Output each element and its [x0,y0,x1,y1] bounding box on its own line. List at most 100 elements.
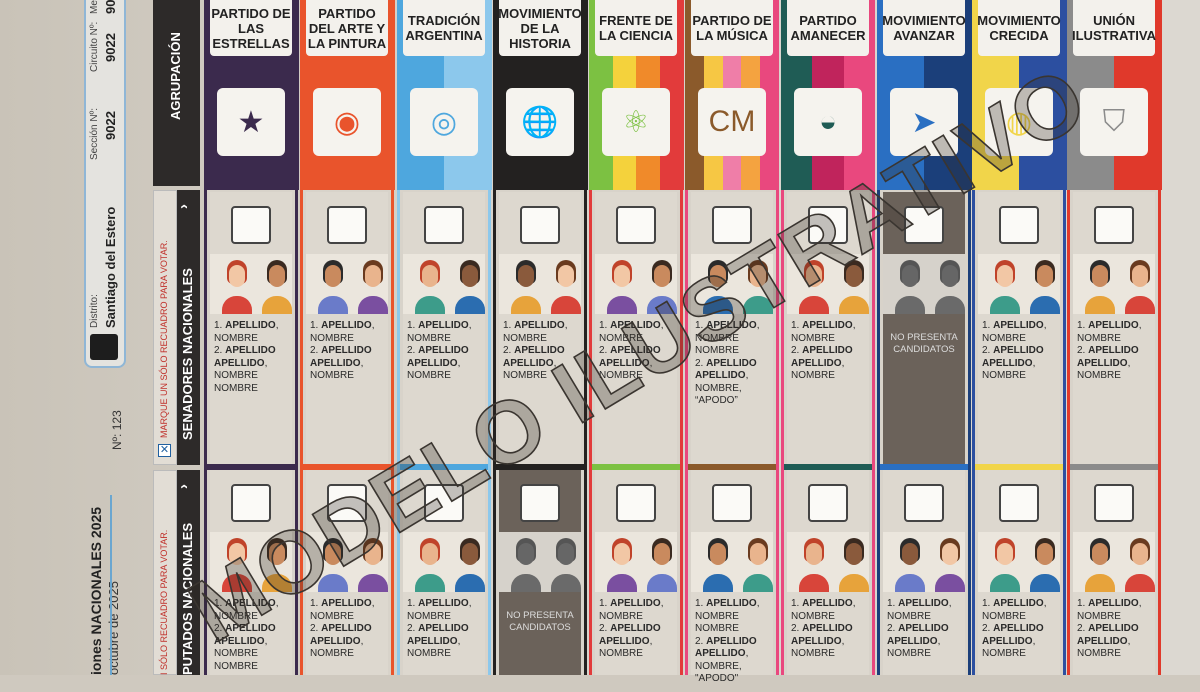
column-border [972,190,975,675]
atom-icon: ⚛ [602,88,670,156]
candidate-photos [978,532,1060,592]
section-divider [496,464,584,470]
chevron-icon[interactable]: › [175,204,192,209]
senadores-cell: NO PRESENTA CANDIDATOS [883,192,965,464]
comma: , [457,357,461,369]
comma: , [1043,320,1047,331]
candidate-photos [1073,532,1155,592]
candidate-photos [306,532,388,592]
candidate-list: 1. APELLIDO, NOMBRE 2. APELLIDO APELLIDO… [210,592,292,679]
column-border [204,190,207,675]
globe-icon: 🌐 [506,88,574,156]
vote-checkbox[interactable] [904,206,944,244]
column-border [781,190,784,675]
comma: , [649,635,653,647]
candidate-name: NOMBRE [407,610,451,622]
senadores-cell: 1. APELLIDO, NOMBRE 2. APELLIDO APELLIDO… [1073,192,1155,464]
seccion-label: Sección Nº: [89,107,100,160]
candidate-list: 1. APELLIDO, NOMBRE NOMBRE 2. APELLIDO A… [691,314,773,414]
vote-checkbox[interactable] [712,484,752,522]
candidate-avatar [354,254,388,314]
candidate-avatar [258,532,292,592]
comma: , [1127,357,1131,369]
vote-checkbox[interactable] [231,206,271,244]
candidate-surname: APELLIDO [610,598,661,609]
senadores-instruction-strip [153,190,177,465]
vote-checkbox[interactable] [231,484,271,522]
candidate-number: 2. [791,345,803,356]
column-border [295,190,298,675]
candidate-surname: APELLIDO [802,598,853,609]
comma: , [1043,598,1047,609]
candidate-name: NOMBRE [310,648,354,659]
candidate-avatar [603,532,639,592]
vote-checkbox[interactable] [1094,206,1134,244]
vote-checkbox[interactable] [808,206,848,244]
candidate-number: 2. [407,345,419,356]
vote-checkbox[interactable] [327,484,367,522]
candidate-list: 1. APELLIDO, NOMBRE 2. APELLIDO APELLIDO… [595,592,677,667]
vote-checkbox[interactable] [999,206,1039,244]
no-candidates: NO PRESENTA CANDIDATOS [890,332,958,355]
column-border [776,190,779,675]
candidate-avatar [795,254,831,314]
diputados-cell: 1. APELLIDO, NOMBRE 2. APELLIDO APELLIDO… [1073,470,1155,675]
candidate-avatar [986,532,1022,592]
party-column: PARTIDO DE LA MÚSICA CM 1. APELLIDO, NOM… [685,0,780,684]
section-divider [207,464,295,470]
vote-checkbox[interactable] [712,206,752,244]
column-border [877,190,880,675]
candidate-surname: APELLIDO [802,320,853,331]
vote-checkbox[interactable] [520,206,560,244]
candidate-list: 1. APELLIDO, NOMBRE 2. APELLIDO APELLIDO… [403,592,485,667]
party-column: PARTIDO AMANECER ◒ 1. APELLIDO, NOMBRE 2… [781,0,876,675]
senadores-cell: 1. APELLIDO, NOMBRE 2. APELLIDO APELLIDO… [499,192,581,464]
candidate-name: NOMBRE NOMBRE [695,332,739,357]
vote-checkbox[interactable] [327,206,367,244]
candidate-number: 1. [695,598,707,609]
senadores-cell: 1. APELLIDO, NOMBRE 2. APELLIDO APELLIDO… [978,192,1060,464]
column-border [1158,190,1161,675]
party-name: TRADICIÓN ARGENTINA [403,0,485,56]
candidate-list: 1. APELLIDO, NOMBRE 2. APELLIDO APELLIDO… [306,592,388,667]
candidate-avatar [507,532,543,592]
vote-checkbox[interactable] [1094,484,1134,522]
vote-checkbox[interactable] [424,206,464,244]
candidate-photos [595,532,677,592]
candidate-surname: APELLIDO APELLIDO [791,623,853,647]
candidate-name: NOMBRE [599,332,643,344]
candidate-number: 1. [791,598,803,609]
vote-checkbox[interactable] [616,206,656,244]
candidate-number: 2. [982,345,994,356]
candidate-surname: APELLIDO APELLIDO [310,623,372,647]
candidate-photos [787,532,869,592]
vote-checkbox[interactable] [808,484,848,522]
title-underline [110,495,112,675]
vote-checkbox[interactable] [424,484,464,522]
vote-checkbox[interactable] [616,484,656,522]
comma: , [852,320,856,331]
candidate-name: NOMBRE, “APODO” [695,382,742,407]
candidate-name: NOMBRE [407,370,451,381]
candidate-avatar [643,532,677,592]
diputados-cell: 1. APELLIDO, NOMBRE 2. APELLIDO APELLIDO… [787,470,869,675]
vote-checkbox[interactable] [999,484,1039,522]
candidate-number: 1. [982,320,994,331]
vote-checkbox[interactable] [520,484,560,522]
fingerprint-icon: ◎ [410,88,478,156]
candidate-avatar [986,254,1022,314]
candidate-number: 2. [791,623,803,634]
candidate-surname: APELLIDO APELLIDO [310,345,372,369]
party-name: MOVIMIENTO CRECIDA [977,0,1061,56]
candidate-list: 1. APELLIDO, NOMBRE 2. APELLIDO APELLIDO… [306,314,388,389]
chevron-icon[interactable]: › [175,484,192,489]
candidate-name: NOMBRE [310,370,354,381]
candidate-number: 2. [887,623,899,634]
section-divider [880,464,968,470]
wave-icon: ◍ [985,88,1053,156]
comma: , [371,598,375,609]
vote-checkbox[interactable] [904,484,944,522]
candidate-name: NOMBRE [310,610,354,622]
comma: , [1032,357,1036,369]
candidate-name: NOMBRE [982,648,1026,659]
